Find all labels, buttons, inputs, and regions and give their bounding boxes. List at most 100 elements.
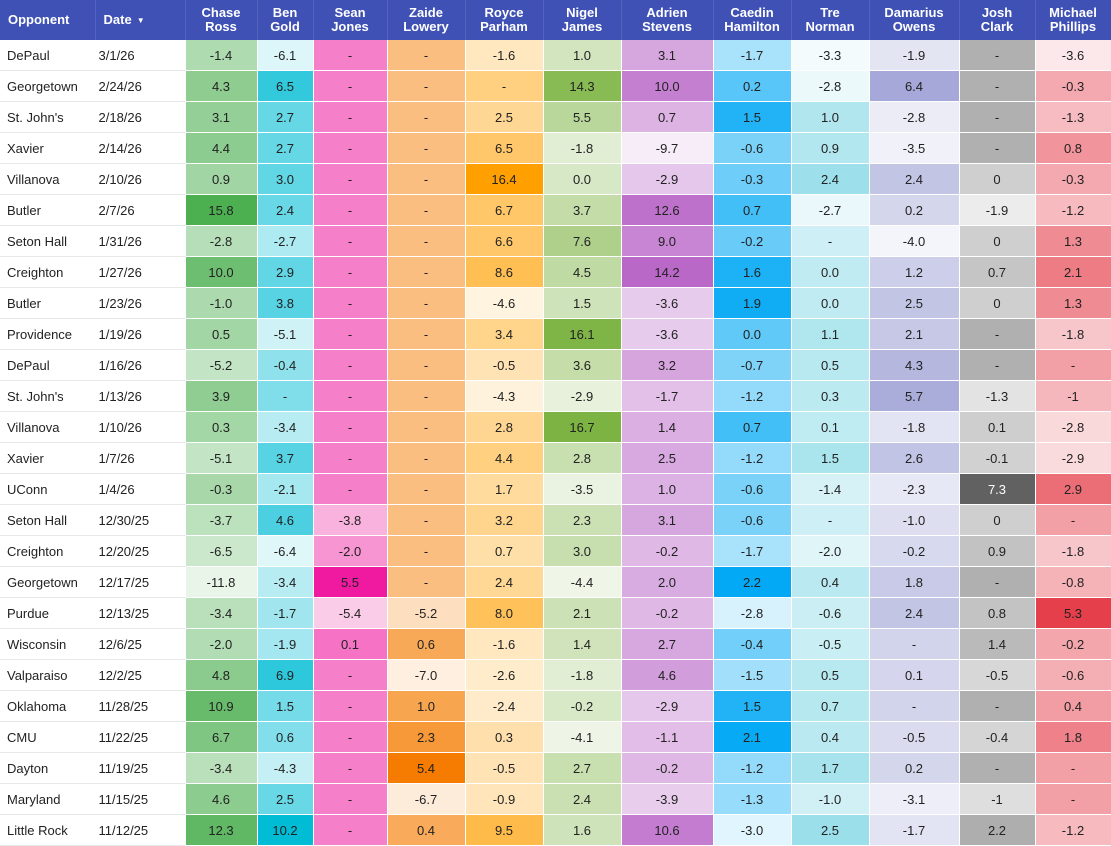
player-header-nigel-james[interactable]: Nigel James xyxy=(543,0,622,40)
table-row[interactable]: Maryland 11/15/25 4.6 2.5- -6.7 -0.9 2.4 -3.9 -1… xyxy=(0,783,1111,815)
stat-cell-michael-phillips: 2.9 xyxy=(1035,473,1111,505)
stat-cell-sean-jones: -3.8 xyxy=(313,504,388,536)
player-header-damarius-owens[interactable]: Damarius Owens xyxy=(869,0,960,40)
date-cell: 12/6/25 xyxy=(95,628,186,660)
date-cell: 1/19/26 xyxy=(95,318,186,350)
table-row[interactable]: Villanova 1/10/26 0.3 -3.4- -2.8 16.7 1.4 0.7 0.… xyxy=(0,411,1111,443)
stat-cell-zaide-lowery: - xyxy=(387,40,466,71)
table-row[interactable]: Xavier 2/14/26 4.4 2.7- -6.5 -1.8 -9.7 -0.6 0.9-… xyxy=(0,132,1111,164)
table-row[interactable]: UConn 1/4/26 -0.3 -2.1- -1.7 -3.5 1.0 -0.6 -1.4-… xyxy=(0,473,1111,505)
table-row[interactable]: DePaul 1/16/26 -5.2 -0.4- - -0.5 3.6 3.2 -0.7 0.5… xyxy=(0,349,1111,381)
stat-cell-royce-parham: 16.4 xyxy=(465,163,544,195)
player-header-tre-norman[interactable]: Tre Norman xyxy=(791,0,870,40)
player-header-ben-gold[interactable]: Ben Gold xyxy=(257,0,314,40)
table-row[interactable]: Georgetown 2/24/26 4.3 6.5- - -14.3 10.0 0.2 -2.… xyxy=(0,70,1111,102)
stat-cell-ben-gold: -0.4 xyxy=(257,349,314,381)
stat-cell-adrien-stevens: 9.0 xyxy=(621,225,714,257)
stat-cell-royce-parham: 4.4 xyxy=(465,442,544,474)
stat-cell-adrien-stevens: -0.2 xyxy=(621,597,714,629)
player-header-josh-clark[interactable]: Josh Clark xyxy=(959,0,1036,40)
opponent-cell: Oklahoma xyxy=(0,690,96,722)
stat-cell-sean-jones: - xyxy=(313,132,388,164)
stat-cell-ben-gold: 2.9 xyxy=(257,256,314,288)
stat-cell-ben-gold: -2.1 xyxy=(257,473,314,505)
stat-cell-josh-clark: 0.1 xyxy=(959,411,1036,443)
table-row[interactable]: Providence 1/19/26 0.5 -5.1- -3.4 16.1 -3.6 0.0… xyxy=(0,318,1111,350)
stat-cell-damarius-owens: 0.2 xyxy=(869,194,960,226)
stat-cell-damarius-owens: 2.6 xyxy=(869,442,960,474)
stat-cell-royce-parham: -2.4 xyxy=(465,690,544,722)
table-row[interactable]: Butler 1/23/26 -1.0 3.8- - -4.6 1.5 -3.6 1.9 0.0 2… xyxy=(0,287,1111,319)
stat-cell-zaide-lowery: - xyxy=(387,256,466,288)
table-row[interactable]: Creighton 12/20/25 -6.5 -6.4 -2.0-0.7 3.0 -0.2… xyxy=(0,535,1111,567)
stat-cell-damarius-owens: -2.8 xyxy=(869,101,960,133)
date-cell: 1/10/26 xyxy=(95,411,186,443)
stat-cell-nigel-james: 4.5 xyxy=(543,256,622,288)
stat-cell-caedin-hamilton: -1.2 xyxy=(713,752,792,784)
table-row[interactable]: Creighton 1/27/26 10.0 2.9- -8.6 4.5 14.2 1.6 0.… xyxy=(0,256,1111,288)
stat-cell-adrien-stevens: -1.1 xyxy=(621,721,714,753)
date-cell: 1/31/26 xyxy=(95,225,186,257)
opponent-header[interactable]: Opponent xyxy=(0,0,96,40)
stat-cell-adrien-stevens: 10.6 xyxy=(621,814,714,846)
stat-cell-tre-norman: 0.7 xyxy=(791,690,870,722)
table-row[interactable]: DePaul 3/1/26 -1.4 -6.1- - -1.6 1.0 3.1 -1.7 -3.3… xyxy=(0,40,1111,71)
player-header-adrien-stevens[interactable]: Adrien Stevens xyxy=(621,0,714,40)
stat-cell-caedin-hamilton: -0.6 xyxy=(713,473,792,505)
stat-cell-royce-parham: 2.8 xyxy=(465,411,544,443)
table-row[interactable]: Butler 2/7/26 15.8 2.4- -6.7 3.7 12.6 0.7 -2.7 0.… xyxy=(0,194,1111,226)
date-header[interactable]: Date ▼ xyxy=(95,0,186,40)
table-row[interactable]: Seton Hall 12/30/25 -3.7 4.6 -3.8-3.2 2.3 3.1-… xyxy=(0,504,1111,536)
player-header-sean-jones[interactable]: Sean Jones xyxy=(313,0,388,40)
player-header-michael-phillips[interactable]: Michael Phillips xyxy=(1035,0,1111,40)
table-row[interactable]: Purdue 12/13/25 -3.4 -1.7 -5.4 -5.2 8.0 2.1 -0.2… xyxy=(0,597,1111,629)
player-header-caedin-hamilton[interactable]: Caedin Hamilton xyxy=(713,0,792,40)
stat-cell-ben-gold: -2.7 xyxy=(257,225,314,257)
opponent-cell: DePaul xyxy=(0,40,96,71)
table-row[interactable]: Georgetown 12/17/25 -11.8 -3.4 5.5-2.4 -4.4 2.… xyxy=(0,566,1111,598)
table-row[interactable]: Oklahoma 11/28/25 10.9 1.5-1.0 -2.4 -0.2 -2.9 1… xyxy=(0,690,1111,722)
opponent-cell: Villanova xyxy=(0,411,96,443)
table-row[interactable]: CMU 11/22/25 6.7 0.6-2.3 0.3 -4.1 -1.1 2.1 0.4 -0… xyxy=(0,721,1111,753)
table-row[interactable]: Villanova 2/10/26 0.9 3.0- -16.4 0.0 -2.9 -0.3 2… xyxy=(0,163,1111,195)
stat-cell-zaide-lowery: 0.4 xyxy=(387,814,466,846)
stat-cell-ben-gold: 10.2 xyxy=(257,814,314,846)
stat-cell-josh-clark: - xyxy=(959,752,1036,784)
sort-descending-icon[interactable]: ▼ xyxy=(136,15,145,25)
table-row[interactable]: Valparaiso 12/2/25 4.8 6.9- -7.0 -2.6 -1.8 4.6-… xyxy=(0,659,1111,691)
stat-cell-zaide-lowery: - xyxy=(387,349,466,381)
stat-cell-josh-clark: - xyxy=(959,40,1036,71)
stat-cell-tre-norman: 1.0 xyxy=(791,101,870,133)
player-header-chase-ross[interactable]: Chase Ross xyxy=(185,0,258,40)
stat-cell-caedin-hamilton: 0.0 xyxy=(713,318,792,350)
stat-cell-michael-phillips: 2.1 xyxy=(1035,256,1111,288)
table-row[interactable]: Dayton 11/19/25 -3.4 -4.3-5.4 -0.5 2.7 -0.2 -1.… xyxy=(0,752,1111,784)
table-row[interactable]: St. John's 1/13/26 3.9- - - -4.3 -2.9 -1.7 -1.2 0… xyxy=(0,380,1111,412)
stat-cell-sean-jones: - xyxy=(313,814,388,846)
stat-cell-royce-parham: 0.7 xyxy=(465,535,544,567)
stat-cell-zaide-lowery: 2.3 xyxy=(387,721,466,753)
table-row[interactable]: Wisconsin 12/6/25 -2.0 -1.9 0.1 0.6 -1.6 1.4 2.7… xyxy=(0,628,1111,660)
table-row[interactable]: Seton Hall 1/31/26 -2.8 -2.7- -6.6 7.6 9.0 -0.2… xyxy=(0,225,1111,257)
player-header-royce-parham[interactable]: Royce Parham xyxy=(465,0,544,40)
stat-cell-caedin-hamilton: 1.6 xyxy=(713,256,792,288)
opponent-cell: DePaul xyxy=(0,349,96,381)
player-header-zaide-lowery[interactable]: Zaide Lowery xyxy=(387,0,466,40)
stat-cell-sean-jones: - xyxy=(313,783,388,815)
stat-cell-chase-ross: 3.9 xyxy=(185,380,258,412)
table-row[interactable]: St. John's 2/18/26 3.1 2.7- -2.5 5.5 0.7 1.5 1.0… xyxy=(0,101,1111,133)
table-row[interactable]: Xavier 1/7/26 -5.1 3.7- -4.4 2.8 2.5 -1.2 1.5 2.6… xyxy=(0,442,1111,474)
stat-cell-sean-jones: 0.1 xyxy=(313,628,388,660)
stat-cell-royce-parham: 9.5 xyxy=(465,814,544,846)
stat-cell-sean-jones: - xyxy=(313,473,388,505)
stat-cell-michael-phillips: -0.8 xyxy=(1035,566,1111,598)
stat-cell-ben-gold: 2.7 xyxy=(257,101,314,133)
stat-cell-adrien-stevens: 2.5 xyxy=(621,442,714,474)
table-row[interactable]: Little Rock 11/12/25 12.3 10.2-0.4 9.5 1.6 10.… xyxy=(0,814,1111,846)
opponent-cell: Wisconsin xyxy=(0,628,96,660)
opponent-cell: Xavier xyxy=(0,442,96,474)
stat-cell-michael-phillips: -1.8 xyxy=(1035,535,1111,567)
stat-cell-josh-clark: - xyxy=(959,70,1036,102)
stat-cell-michael-phillips: 5.3 xyxy=(1035,597,1111,629)
opponent-cell: Dayton xyxy=(0,752,96,784)
